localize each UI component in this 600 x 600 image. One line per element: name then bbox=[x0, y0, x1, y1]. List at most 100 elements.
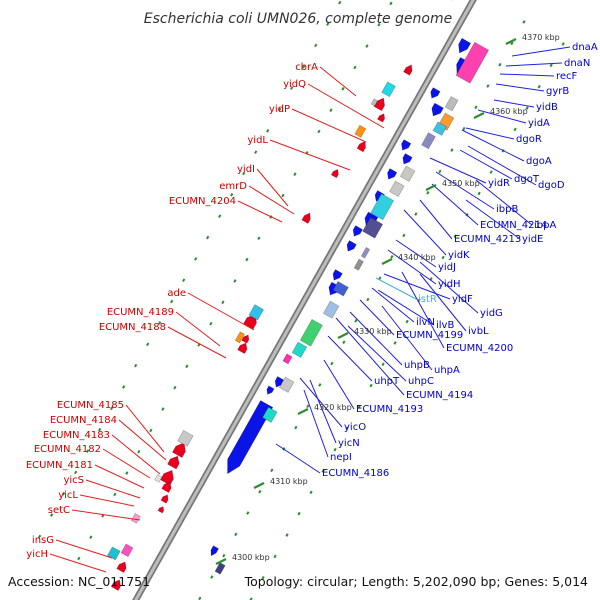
guide-dot bbox=[525, 106, 529, 110]
forward-gene-orange bbox=[234, 331, 245, 344]
guide-dot bbox=[234, 532, 238, 537]
scale-tick bbox=[473, 112, 485, 119]
reverse-gene-slate bbox=[360, 246, 371, 259]
forward-gene-shape bbox=[237, 342, 248, 355]
forward-gene bbox=[241, 334, 250, 344]
guide-dot bbox=[318, 383, 322, 387]
guide-dot bbox=[561, 42, 565, 46]
gene-label-dgoD: dgoD bbox=[538, 180, 565, 191]
guide-dot bbox=[113, 492, 117, 497]
gene-label-uhpC: uhpC bbox=[408, 376, 434, 387]
guide-dot bbox=[321, 469, 325, 473]
callout-line bbox=[291, 108, 367, 143]
gene-label-cbrA: cbrA bbox=[295, 62, 318, 73]
reverse-gene-teal bbox=[262, 406, 278, 423]
callout-line bbox=[303, 389, 329, 458]
callout-line bbox=[505, 62, 563, 67]
reverse-gene-large bbox=[227, 400, 274, 475]
reverse-gene-grey-shape bbox=[389, 180, 405, 197]
guide-dot bbox=[393, 341, 397, 345]
callout-line bbox=[371, 287, 415, 323]
gene-label-yidE: yidE bbox=[522, 234, 543, 245]
forward-gene bbox=[172, 442, 186, 459]
forward-gene-grey-shape bbox=[370, 98, 378, 107]
gene-label-yicO: yicO bbox=[344, 422, 366, 433]
guide-dot bbox=[110, 406, 114, 411]
callout-line bbox=[459, 149, 513, 180]
reverse-gene-teal bbox=[291, 341, 308, 358]
guide-dot bbox=[369, 383, 373, 388]
guide-dot bbox=[353, 65, 357, 70]
callout-line bbox=[327, 335, 373, 382]
forward-gene-cyan bbox=[381, 81, 396, 98]
gene-label-emrD: emrD bbox=[219, 181, 247, 192]
gene-label-yidB: yidB bbox=[536, 102, 558, 113]
guide-dot bbox=[230, 193, 234, 197]
reverse-gene-grey-shape bbox=[444, 96, 459, 112]
gene-label-istR: istR bbox=[418, 294, 437, 305]
callout-line bbox=[377, 289, 435, 326]
callout-line bbox=[401, 271, 445, 349]
callout-line bbox=[381, 305, 433, 371]
forward-gene-shape bbox=[373, 97, 385, 112]
reverse-gene-grey-shape bbox=[278, 376, 295, 393]
guide-dot bbox=[38, 534, 42, 539]
callout-line bbox=[299, 377, 343, 428]
map-title: Escherichia coli UMN026, complete genome bbox=[144, 11, 452, 27]
guide-dot bbox=[357, 405, 361, 409]
forward-gene-cyan-shape bbox=[107, 546, 121, 561]
guide-dot bbox=[306, 404, 310, 409]
callout-line bbox=[429, 157, 487, 184]
guide-dot bbox=[170, 299, 174, 304]
gene-label-ivbL: ivbL bbox=[468, 326, 489, 337]
gene-label-ECUMN_4182: ECUMN_4182 bbox=[34, 444, 101, 455]
guide-dot bbox=[206, 235, 210, 240]
guide-dot bbox=[426, 190, 430, 195]
guide-dot bbox=[450, 148, 454, 152]
reverse-gene bbox=[387, 168, 398, 180]
guide-dot bbox=[261, 575, 265, 580]
callout-line bbox=[375, 277, 417, 300]
forward-gene-cyan bbox=[107, 546, 121, 561]
guide-dot bbox=[381, 362, 385, 367]
gene-label-ECUMN_4181: ECUMN_4181 bbox=[26, 460, 93, 471]
reverse-gene-blue bbox=[332, 281, 349, 297]
reverse-gene-lightblue-shape bbox=[322, 300, 340, 319]
guide-dot bbox=[266, 128, 270, 133]
gene-label-yidL: yidL bbox=[247, 135, 268, 146]
guide-dot bbox=[86, 449, 90, 453]
gene-label-ECUMN_4186: ECUMN_4186 bbox=[322, 468, 389, 479]
guide-dot bbox=[365, 44, 369, 48]
gene-label-ECUMN_4214: ECUMN_4214 bbox=[480, 220, 547, 231]
forward-gene bbox=[157, 506, 165, 514]
guide-dot bbox=[254, 150, 258, 154]
reverse-gene bbox=[332, 269, 343, 281]
guide-dot bbox=[366, 297, 370, 302]
right-gene-labels: dnaA dnaN recF gyrB yidB yidA dgoR dgoA dgoTdgoD… bbox=[322, 42, 598, 479]
callout-line bbox=[319, 66, 357, 97]
forward-gene bbox=[167, 455, 180, 470]
guide-dot bbox=[50, 513, 54, 517]
guide-dot bbox=[245, 257, 249, 262]
callout-line bbox=[111, 434, 161, 475]
guide-dot bbox=[342, 340, 346, 345]
guide-dot bbox=[182, 278, 186, 283]
guide-dot bbox=[329, 108, 333, 112]
callout-line bbox=[477, 109, 527, 124]
callout-line bbox=[467, 145, 537, 186]
accession-text: Accession: NC_011751 bbox=[8, 574, 150, 589]
callout-line bbox=[248, 185, 295, 215]
callout-line bbox=[102, 448, 151, 479]
reverse-gene bbox=[402, 153, 413, 165]
forward-gene-cyan-shape bbox=[381, 81, 396, 98]
forward-gene-shape bbox=[301, 212, 311, 224]
guide-dot bbox=[441, 255, 445, 260]
guide-dot bbox=[309, 490, 313, 495]
guide-dot bbox=[146, 342, 150, 347]
guide-dot bbox=[273, 554, 277, 559]
guide-dot bbox=[314, 43, 318, 48]
guide-dot bbox=[278, 107, 282, 112]
gene-features bbox=[107, 0, 490, 591]
reverse-gene bbox=[210, 545, 219, 557]
